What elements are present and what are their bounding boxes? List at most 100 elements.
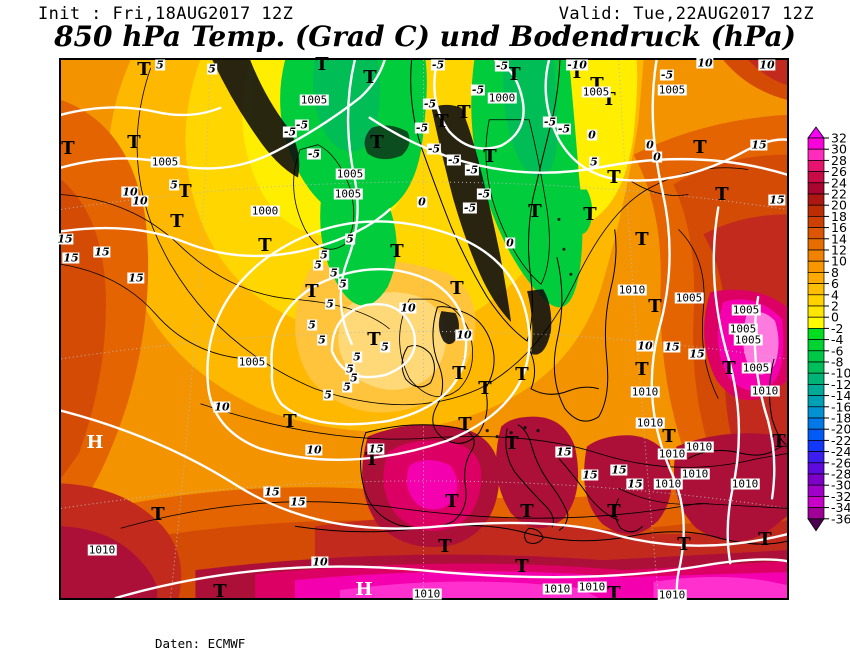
low-pressure-symbol: T [478,378,492,399]
isobar-label: 1005 [333,187,363,201]
isotherm-label: -5 [462,201,478,215]
colorbar-segment [807,473,825,486]
isobar-label: 1010 [630,385,660,399]
isotherm-label: -5 [294,118,310,132]
colorbar-segment [807,294,825,307]
page-title: 850 hPa Temp. (Grad C) und Bodendruck (h… [54,20,796,53]
colorbar-segment [807,417,825,430]
isotherm-label: 15 [688,347,706,361]
isotherm-label: 5 [342,380,352,394]
colorbar-segment [807,305,825,318]
isotherm-label: 15 [62,251,80,265]
colorbar-segment [807,216,825,228]
colorbar-segment [807,328,825,340]
low-pressure-symbol: T [715,184,729,205]
isobar-label: 1010 [730,477,760,491]
colorbar-tick-label: -22 [831,433,850,448]
isotherm-label: 5 [329,266,339,280]
isobar-label: 1005 [581,85,611,99]
colorbar-segment [807,372,825,385]
colorbar-tick-label: -30 [831,478,850,493]
colorbar-tick-label: 18 [831,209,847,224]
colorbar-segment [807,507,825,520]
colorbar-segment [807,451,825,464]
isobar-label: 1005 [728,322,758,336]
colorbar-tick-label: 8 [831,265,839,280]
colorbar-segment [807,160,825,172]
low-pressure-symbol: T [178,181,192,202]
colorbar-segment [807,406,825,419]
isotherm-label: 10 [213,400,231,414]
low-pressure-symbol: T [127,132,141,153]
low-pressure-symbol: T [607,583,621,604]
colorbar-tick-label: -4 [831,332,844,347]
isotherm-label: 15 [93,245,111,259]
colorbar-tick-label: -34 [831,500,850,515]
low-pressure-symbol: T [283,411,297,432]
temperature-field-map [61,60,787,598]
isotherm-label: -5 [464,163,480,177]
isotherm-label: 15 [263,485,281,499]
isobar-label: 1010 [542,582,572,596]
low-pressure-symbol: T [635,229,649,250]
isotherm-label: 5 [155,58,165,72]
credit-data-source: Daten: ECMWF [155,636,246,651]
colorbar-tick-label: -36 [831,511,850,526]
isobar-label: 1010 [577,580,607,594]
low-pressure-symbol: T [170,211,184,232]
isotherm-label: 15 [581,468,599,482]
low-pressure-symbol: T [137,59,151,80]
isotherm-label: 5 [207,62,217,76]
low-pressure-symbol: T [662,426,676,447]
low-pressure-symbol: T [151,504,165,525]
isotherm-label: 0 [505,236,515,250]
isobar-label: 1010 [635,416,665,430]
colorbar-segment [807,384,825,396]
isotherm-label: 5 [323,388,333,402]
colorbar-bottom-arrow [807,518,825,532]
isotherm-label: 0 [645,138,655,152]
colorbar-tick-label: 0 [831,310,839,325]
isotherm-label: 10 [311,555,329,569]
colorbar-tick-label: 30 [831,142,847,157]
low-pressure-symbol: T [693,137,707,158]
isotherm-label: 15 [663,340,681,354]
low-pressure-symbol: T [483,146,497,167]
isotherm-label: 15 [367,442,385,456]
colorbar-tick-label: 6 [831,276,839,291]
isotherm-label: 5 [380,340,390,354]
isotherm-label: -5 [556,122,572,136]
isobar-label: 1005 [299,93,329,107]
isotherm-label: -5 [494,59,510,73]
colorbar-segment [807,227,825,240]
colorbar-segment [807,238,825,251]
colorbar-tick-label: 20 [831,198,847,213]
colorbar-segment [807,204,825,217]
isotherm-label: 5 [325,297,335,311]
isobar-label: 1005 [335,167,365,181]
low-pressure-symbol: T [635,359,649,380]
isobar-label: 1005 [733,333,763,347]
isotherm-label: 15 [626,477,644,491]
isobar-label: 1005 [674,291,704,305]
colorbar-tick-label: 24 [831,175,847,190]
colorbar-tick-label: -24 [831,444,850,459]
low-pressure-symbol: T [452,363,466,384]
colorbar-segment [807,171,825,184]
colorbar-top-arrow [807,126,825,139]
isotherm-label: 0 [417,195,427,209]
isobar-label: 1005 [731,303,761,317]
colorbar-tick-label: -8 [831,355,844,370]
colorbar-tick-label: 26 [831,164,847,179]
isotherm-label: 10 [131,194,149,208]
low-pressure-symbol: T [315,54,329,75]
low-pressure-symbol: T [435,111,449,132]
isotherm-label: -5 [426,142,442,156]
low-pressure-symbol: T [528,201,542,222]
isotherm-label: -5 [446,153,462,167]
valid-time-label: Valid: Tue,22AUG2017 12Z [558,4,814,24]
low-pressure-symbol: T [367,329,381,350]
low-pressure-symbol: T [515,364,529,385]
colorbar-tick-label: 2 [831,299,839,314]
isobar-label: 1000 [487,91,517,105]
